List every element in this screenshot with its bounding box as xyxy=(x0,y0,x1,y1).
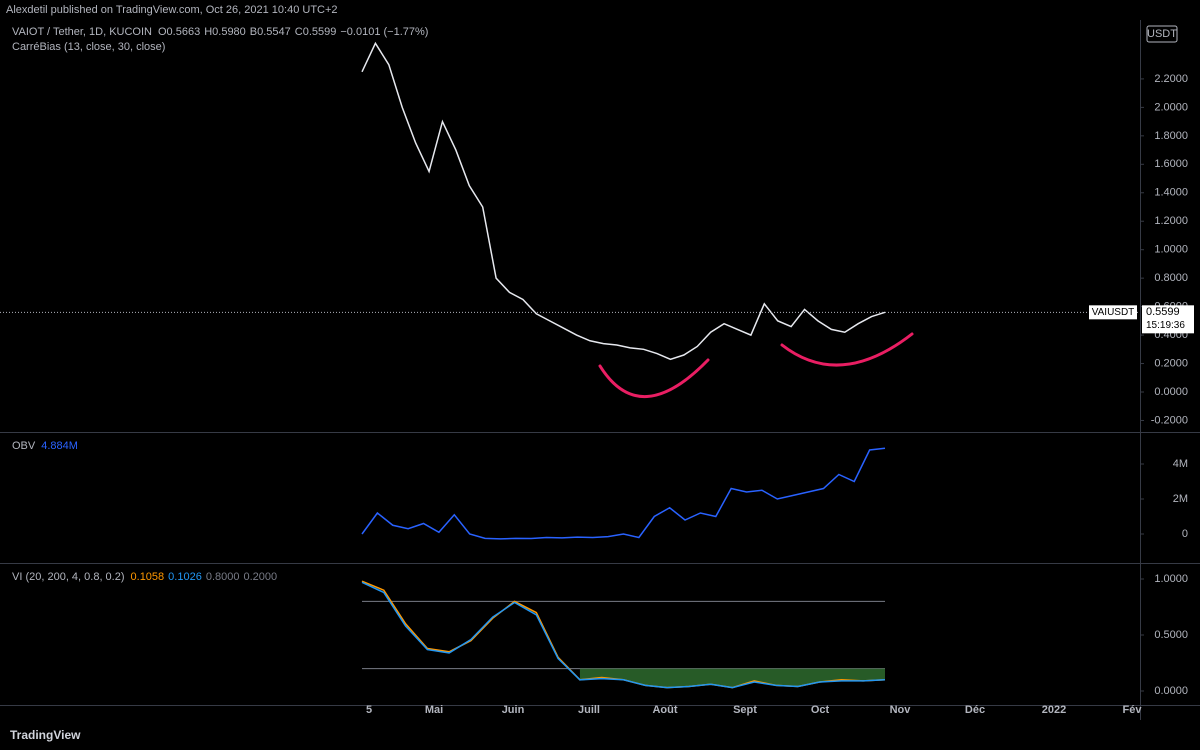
annotation-arc xyxy=(780,332,914,367)
vi-legend: VI (20, 200, 4, 0.8, 0.2) 0.1058 0.1026 0.8… xyxy=(12,571,277,583)
ohlc: C0.5599 xyxy=(295,26,337,38)
time-label: 5 xyxy=(366,704,372,716)
time-label: Juill xyxy=(578,704,600,716)
y-tick-label: 1.8000 xyxy=(1154,130,1188,142)
price-box xyxy=(1142,305,1194,334)
y-tick-label: 0.2000 xyxy=(1154,357,1188,369)
time-label: Fév xyxy=(1123,704,1143,716)
time-label: Août xyxy=(652,704,677,716)
obv-title: OBV xyxy=(12,440,36,452)
currency-box xyxy=(1146,25,1178,43)
series-line xyxy=(361,447,886,540)
time-label: Déc xyxy=(965,704,985,716)
vi-title: VI (20, 200, 4, 0.8, 0.2) xyxy=(12,571,125,583)
y-tick-label: 1.6000 xyxy=(1154,158,1188,170)
time-label: Oct xyxy=(811,704,830,716)
y-tick-label: 2M xyxy=(1173,493,1188,505)
annotation-arc xyxy=(598,358,710,399)
time-label: Mai xyxy=(425,704,443,716)
obv-legend: OBV 4.884M xyxy=(12,440,78,452)
time-label: 2022 xyxy=(1042,704,1066,716)
symbol-label: VAIUSDT xyxy=(1092,307,1135,318)
obv-value: 4.884M xyxy=(41,440,78,452)
brand: TradingView xyxy=(10,728,81,742)
y-tick-label: 0.5000 xyxy=(1154,629,1188,641)
footer xyxy=(0,722,1200,750)
vi-level: 0.8000 xyxy=(206,571,240,583)
series-line xyxy=(361,581,886,689)
ohlc: H0.5980 xyxy=(204,26,246,38)
change: −0.0101 (−1.77%) xyxy=(340,26,428,38)
time-label: Nov xyxy=(890,704,912,716)
y-tick-label: 0.8000 xyxy=(1154,272,1188,284)
ohlc: O0.5663 xyxy=(158,26,200,38)
time-label: Sept xyxy=(733,704,757,716)
y-tick-label: 0 xyxy=(1182,528,1188,540)
publisher: Alexdetil published on TradingView.com, … xyxy=(6,4,338,16)
time-label: Juin xyxy=(502,704,525,716)
series-line xyxy=(361,41,886,361)
y-tick-label: 0.0000 xyxy=(1154,685,1188,697)
y-tick-label: 2.2000 xyxy=(1154,73,1188,85)
symbol-title: VAIOT / Tether, 1D, KUCOIN xyxy=(12,26,152,38)
symbol-box xyxy=(1089,305,1137,320)
countdown: 15:19:36 xyxy=(1146,320,1185,331)
currency: USDT xyxy=(1147,28,1177,40)
vi-value: 0.1058 xyxy=(131,571,165,583)
y-tick-label: 2.0000 xyxy=(1154,101,1188,113)
y-tick-label: 4M xyxy=(1173,458,1188,470)
y-tick-label: 1.2000 xyxy=(1154,215,1188,227)
y-tick-label: -0.2000 xyxy=(1151,414,1188,426)
vi-level: 0.2000 xyxy=(243,571,277,583)
vi-value: 0.1026 xyxy=(168,571,202,583)
y-tick-label: 1.0000 xyxy=(1154,573,1188,585)
y-tick-label: 0.0000 xyxy=(1154,386,1188,398)
vi-area xyxy=(579,668,885,688)
indicator-legend: CarréBias (13, close, 30, close) xyxy=(12,41,165,53)
price-label: 0.5599 xyxy=(1146,306,1180,318)
main-legend: VAIOT / Tether, 1D, KUCOIN O0.5663 H0.5980… xyxy=(12,26,428,38)
ohlc: B0.5547 xyxy=(250,26,291,38)
y-tick-label: 1.0000 xyxy=(1154,244,1188,256)
y-tick-label: 1.4000 xyxy=(1154,187,1188,199)
